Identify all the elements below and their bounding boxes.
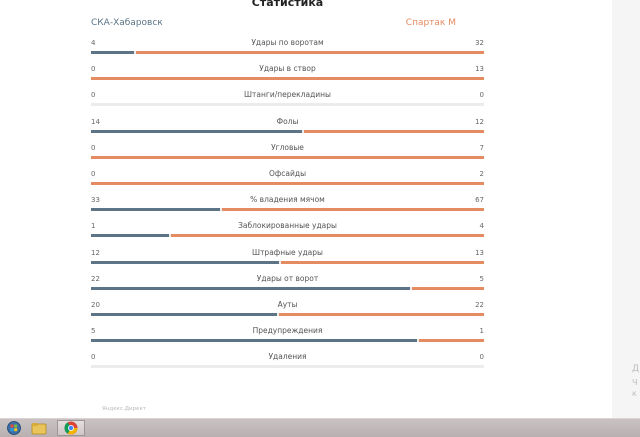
away-bar-segment (136, 51, 484, 54)
away-value: 7 (479, 143, 484, 152)
away-value: 2 (479, 169, 484, 178)
away-bar-segment (91, 181, 484, 185)
home-bar-segment (91, 234, 170, 238)
away-value: 32 (475, 39, 484, 47)
away-bar-segment (171, 234, 484, 238)
home-bar-segment (91, 312, 278, 316)
away-bar-segment (303, 129, 484, 133)
home-value: 4 (91, 39, 96, 47)
taskbar (0, 418, 640, 437)
stat-label: Угловые (271, 142, 304, 152)
home-bar-segment (91, 286, 410, 290)
away-team-name[interactable]: Спартак М (405, 18, 456, 28)
away-bar-segment (280, 260, 484, 264)
away-value: 1 (479, 327, 484, 336)
stat-bar (91, 77, 484, 81)
home-value: 0 (91, 65, 96, 74)
away-value: 0 (479, 91, 484, 100)
home-bar-segment (91, 129, 302, 133)
home-value: 0 (91, 143, 96, 152)
home-bar-segment (91, 208, 221, 212)
stat-bar (91, 234, 484, 238)
stat-label: % владения мячом (250, 195, 325, 205)
ad-label[interactable]: Яндекс.Директ (102, 406, 146, 412)
stat-row: 33 % владения мячом 67 (91, 193, 484, 219)
stat-row: 0 Угловые 7 (91, 141, 484, 167)
page-title: Статистика (251, 0, 324, 9)
home-team-name[interactable]: СКА-Хабаровск (91, 18, 163, 28)
away-value: 5 (479, 274, 484, 283)
away-bar-segment (279, 312, 484, 316)
stat-row: 4 Удары по воротам 32 (91, 36, 484, 62)
away-value: 22 (475, 300, 484, 309)
home-value: 33 (91, 196, 100, 205)
stat-row: 5 Предупреждения 1 (91, 324, 484, 350)
stats-table: 4 Удары по воротам 32 0 Удары в створ 13 0 Штан… (91, 36, 484, 376)
stat-bar (91, 155, 484, 159)
stat-row: 0 Штанги/перекладины 0 (91, 88, 484, 114)
away-value: 13 (475, 65, 484, 74)
away-bar-segment (418, 339, 484, 343)
away-bar-segment (411, 286, 484, 290)
stat-bar (91, 103, 484, 107)
stat-label: Ауты (277, 299, 298, 309)
home-value: 0 (91, 169, 96, 178)
stat-label: Офсайды (268, 168, 307, 178)
stat-row: 0 Удары в створ 13 (91, 62, 484, 88)
stat-label: Удары по воротам (251, 38, 324, 47)
away-bar-segment (91, 77, 484, 81)
stat-row: 20 Ауты 22 (91, 298, 484, 324)
stat-bar (91, 365, 484, 369)
stat-label: Удаления (268, 352, 307, 362)
home-value: 12 (91, 248, 100, 257)
stat-row: 12 Штрафные удары 13 (91, 246, 484, 272)
home-bar-segment (91, 51, 135, 54)
stat-label: Удары в створ (259, 64, 316, 74)
file-explorer-icon[interactable] (25, 420, 53, 436)
rail-text: Д (632, 364, 640, 374)
stat-row: 14 Фолы 12 (91, 115, 484, 141)
home-value: 20 (91, 300, 100, 309)
stat-row: 22 Удары от ворот 5 (91, 272, 484, 298)
stat-bar (91, 286, 484, 290)
home-value: 14 (91, 117, 100, 126)
stat-label: Фолы (276, 116, 299, 126)
windows-start-icon[interactable] (0, 420, 28, 436)
stat-label: Предупреждения (252, 326, 323, 336)
away-value: 0 (479, 353, 484, 362)
home-value: 0 (91, 353, 96, 362)
chrome-icon[interactable] (57, 420, 85, 436)
right-rail: Д Ч к (612, 0, 640, 418)
stat-row: 0 Удаления 0 (91, 350, 484, 376)
stat-label: Штанги/перекладины (244, 90, 331, 100)
stat-label: Штрафные удары (252, 247, 323, 257)
stat-label: Удары от ворот (256, 273, 319, 283)
home-value: 5 (91, 327, 96, 336)
away-bar-segment (222, 208, 484, 212)
stat-label: Заблокированные удары (238, 221, 337, 231)
away-value: 12 (475, 117, 484, 126)
rail-text: Ч (632, 378, 638, 387)
away-bar-segment (91, 155, 484, 159)
home-bar-segment (91, 260, 279, 264)
stat-bar (91, 51, 484, 54)
away-value: 67 (475, 196, 484, 205)
home-value: 22 (91, 274, 100, 283)
rail-text: к (632, 389, 637, 398)
stat-row: 1 Заблокированные удары 4 (91, 219, 484, 245)
stat-bar (91, 339, 484, 343)
stat-bar (91, 312, 484, 316)
stat-bar (91, 208, 484, 212)
stat-bar (91, 181, 484, 185)
away-value: 13 (475, 248, 484, 257)
stat-bar (91, 260, 484, 264)
stat-bar (91, 129, 484, 133)
stat-row: 0 Офсайды 2 (91, 167, 484, 193)
page: Статистика СКА-Хабаровск Спартак М 4 Удар… (0, 0, 612, 418)
home-bar-segment (91, 339, 417, 343)
home-value: 0 (91, 91, 96, 100)
home-value: 1 (91, 222, 96, 231)
away-value: 4 (479, 222, 484, 231)
